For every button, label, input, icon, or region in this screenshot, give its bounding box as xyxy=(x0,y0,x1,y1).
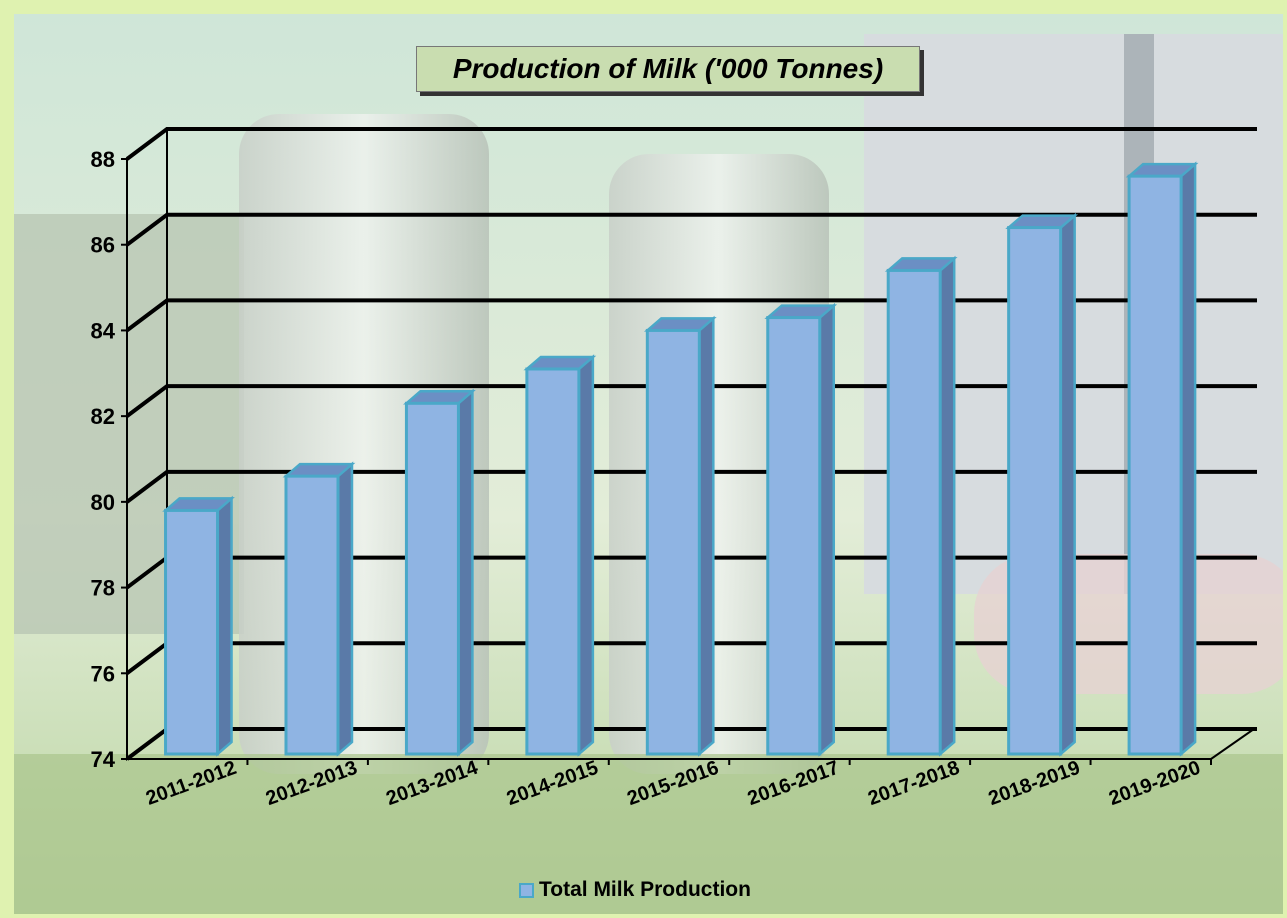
bar-side xyxy=(698,315,715,757)
bar-front xyxy=(284,474,340,756)
y-axis-ticks: 74 76 78 80 82 84 86 88 xyxy=(91,147,128,772)
bar-side xyxy=(1179,161,1197,757)
bar xyxy=(403,388,476,757)
y-tick-label: 88 xyxy=(91,147,115,172)
bar-front xyxy=(766,316,822,756)
y-tick-label: 86 xyxy=(91,233,115,258)
bar-front xyxy=(164,508,220,756)
gridline xyxy=(125,212,1257,247)
legend-label: Total Milk Production xyxy=(539,878,751,901)
bar-front xyxy=(1127,174,1183,756)
chart-title: Production of Milk ('000 Tonnes) xyxy=(452,53,884,84)
bar-front xyxy=(404,401,460,756)
y-tick-label: 82 xyxy=(91,404,115,429)
bar-side xyxy=(457,388,474,757)
bar-side xyxy=(938,255,956,757)
bar-side xyxy=(336,461,354,757)
legend: Total Milk Production xyxy=(519,878,751,902)
chart-title-box: Production of Milk ('000 Tonnes) xyxy=(416,46,920,92)
bar xyxy=(1005,212,1079,757)
bar xyxy=(162,495,235,757)
bar xyxy=(884,255,958,757)
legend-swatch xyxy=(519,882,534,898)
y-tick-label: 76 xyxy=(91,661,115,686)
bar-side xyxy=(818,302,836,757)
bars xyxy=(162,161,1199,757)
bar xyxy=(643,315,717,757)
bar xyxy=(764,302,838,757)
y-tick-label: 74 xyxy=(91,747,116,772)
bar-front xyxy=(886,268,942,756)
gridline xyxy=(125,127,1257,161)
bar-side xyxy=(1059,212,1076,757)
bar xyxy=(282,461,356,757)
y-tick-label: 78 xyxy=(91,576,115,601)
bar-side xyxy=(577,354,595,757)
y-tick-label: 84 xyxy=(91,318,116,343)
bar xyxy=(1125,161,1199,757)
bar-front xyxy=(1007,226,1063,756)
bar-side xyxy=(216,495,233,757)
bar-front xyxy=(645,328,701,756)
bar-front xyxy=(525,367,581,756)
bar xyxy=(523,354,597,757)
y-tick-label: 80 xyxy=(91,490,115,515)
